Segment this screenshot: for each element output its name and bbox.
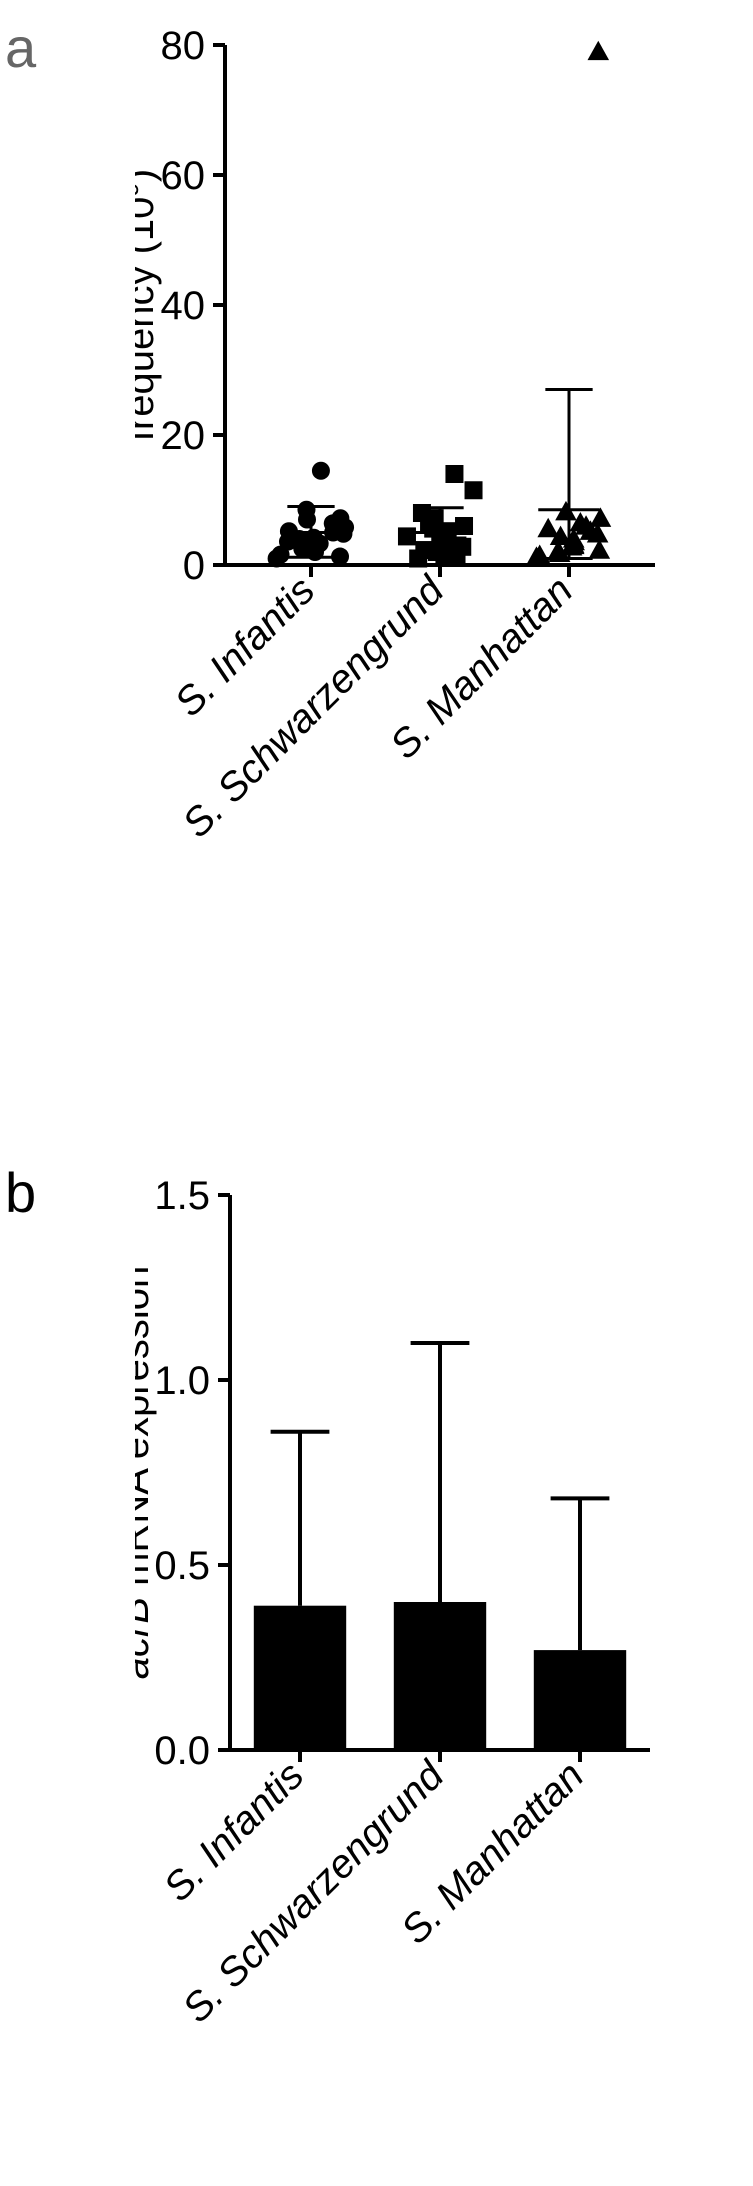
y-tick-label: 20 bbox=[161, 414, 206, 458]
data-point-circle bbox=[280, 522, 298, 540]
y-tick-label: 0.5 bbox=[154, 1544, 210, 1588]
bar bbox=[254, 1606, 346, 1750]
y-tick-label: 80 bbox=[161, 24, 206, 68]
panel-a-label: a bbox=[5, 15, 36, 80]
data-point-square bbox=[415, 541, 433, 559]
y-axis-label: acrB mRNA expression bbox=[135, 1266, 157, 1679]
bar bbox=[534, 1650, 626, 1750]
scatter-chart: 020406080frequency (109)S. InfantisS. Sc… bbox=[135, 15, 695, 885]
y-tick-label: 1.5 bbox=[154, 1174, 210, 1218]
data-point-triangle bbox=[537, 518, 559, 537]
data-point-circle bbox=[331, 509, 349, 527]
panel-b-label: b bbox=[5, 1160, 36, 1225]
y-tick-label: 1.0 bbox=[154, 1359, 210, 1403]
data-point-square bbox=[465, 481, 483, 499]
chart-a-container: 020406080frequency (109)S. InfantisS. Sc… bbox=[135, 15, 695, 885]
page: a 020406080frequency (109)S. InfantisS. … bbox=[0, 0, 753, 2186]
x-category-label: S. Schwarzengrund bbox=[174, 1752, 453, 2031]
data-point-square bbox=[398, 527, 416, 545]
data-point-circle bbox=[312, 462, 330, 480]
data-point-triangle bbox=[529, 544, 551, 563]
bar bbox=[394, 1602, 486, 1750]
bar-chart: 0.00.51.01.5acrB mRNA expressionS. Infan… bbox=[135, 1165, 695, 2105]
y-tick-label: 0 bbox=[183, 544, 205, 588]
data-point-circle bbox=[305, 529, 323, 547]
y-axis-label: frequency (109) bbox=[135, 169, 162, 441]
y-tick-label: 60 bbox=[161, 154, 206, 198]
data-point-square bbox=[455, 517, 473, 535]
data-point-square bbox=[413, 504, 431, 522]
data-point-square bbox=[445, 465, 463, 483]
data-point-circle bbox=[297, 501, 315, 519]
y-tick-label: 40 bbox=[161, 284, 206, 328]
data-point-circle bbox=[331, 548, 349, 566]
y-tick-label: 0.0 bbox=[154, 1729, 210, 1773]
chart-b-container: 0.00.51.01.5acrB mRNA expressionS. Infan… bbox=[135, 1165, 695, 2105]
data-point-triangle bbox=[587, 41, 609, 60]
